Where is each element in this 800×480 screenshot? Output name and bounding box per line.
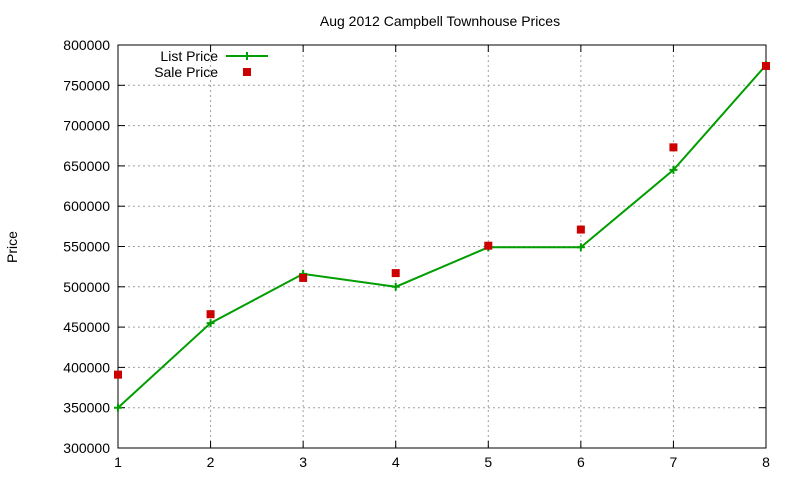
x-tick-label: 2 <box>207 454 215 470</box>
y-tick-label: 500000 <box>63 279 110 295</box>
sale-price-point <box>484 241 493 250</box>
y-tick-label: 750000 <box>63 77 110 93</box>
list-price-point <box>576 243 585 252</box>
y-tick-label: 600000 <box>63 198 110 214</box>
axis-ticks <box>117 44 767 449</box>
chart-title: Aug 2012 Campbell Townhouse Prices <box>320 13 560 29</box>
legend-square-marker <box>243 68 251 76</box>
y-axis-tick-labels: 300000 350000 400000 450000 500000 550000 6000… <box>63 37 110 456</box>
y-tick-label: 550000 <box>63 239 110 255</box>
sale-price-point <box>206 310 215 319</box>
series-list-price <box>114 61 770 412</box>
sale-price-point <box>576 225 585 234</box>
list-price-point <box>206 319 215 328</box>
y-tick-label: 800000 <box>63 37 110 53</box>
x-tick-label: 4 <box>392 454 400 470</box>
legend-cross-marker <box>243 52 251 60</box>
list-price-point <box>114 403 122 412</box>
y-tick-label: 700000 <box>63 118 110 134</box>
y-tick-label: 350000 <box>63 400 110 416</box>
x-axis-tick-labels: 1 2 3 4 5 6 7 8 <box>114 454 770 470</box>
legend-label: Sale Price <box>154 64 218 80</box>
grid <box>118 45 766 448</box>
list-price-point <box>391 282 400 291</box>
x-tick-label: 6 <box>577 454 585 470</box>
list-price-point <box>669 165 678 174</box>
x-tick-label: 7 <box>670 454 678 470</box>
y-axis-label: Price <box>4 231 20 263</box>
sale-price-point <box>391 269 400 278</box>
y-tick-label: 300000 <box>63 440 110 456</box>
x-tick-label: 5 <box>484 454 492 470</box>
sale-price-point <box>299 273 308 282</box>
x-tick-label: 1 <box>114 454 122 470</box>
y-tick-label: 450000 <box>63 319 110 335</box>
series-sale-price <box>114 61 770 379</box>
list-price-line <box>117 64 767 409</box>
sale-price-point <box>114 370 122 379</box>
y-tick-label: 400000 <box>63 359 110 375</box>
legend-label: List Price <box>160 48 218 64</box>
series-layer <box>114 61 770 412</box>
x-tick-label: 8 <box>762 454 770 470</box>
x-tick-label: 3 <box>299 454 307 470</box>
sale-price-point <box>669 143 678 152</box>
y-tick-label: 650000 <box>63 158 110 174</box>
sale-price-point <box>762 61 770 70</box>
